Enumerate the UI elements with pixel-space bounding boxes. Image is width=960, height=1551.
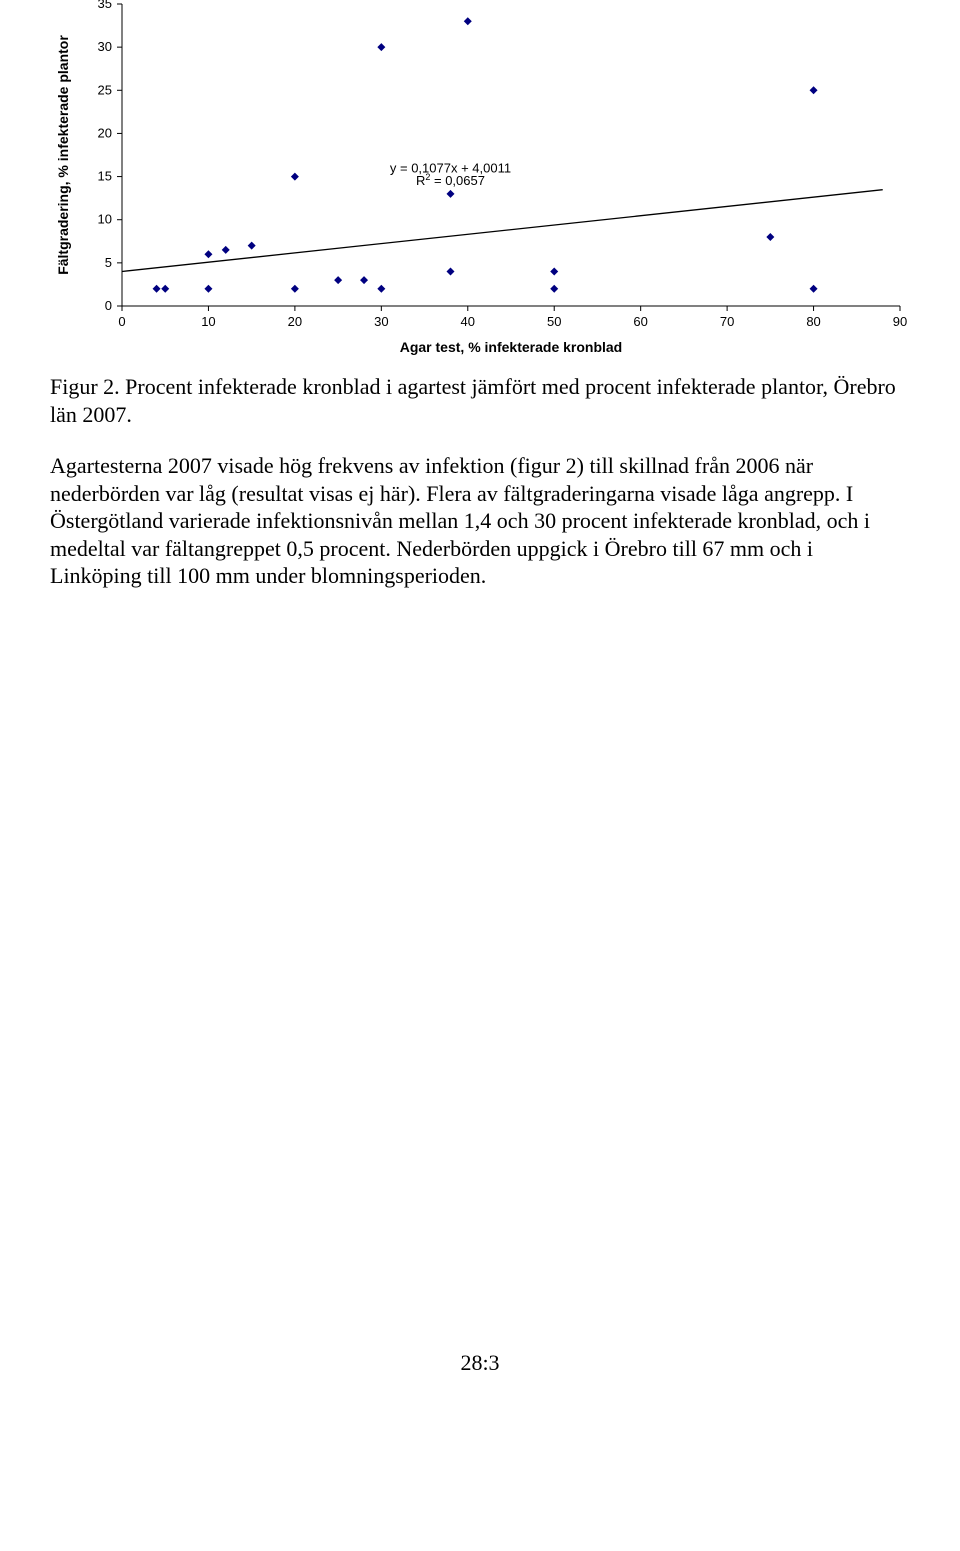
svg-text:Agar test, % infekterade kronb: Agar test, % infekterade kronblad (400, 339, 623, 355)
svg-text:50: 50 (547, 314, 561, 329)
svg-text:5: 5 (105, 255, 112, 270)
svg-text:30: 30 (98, 39, 112, 54)
svg-text:15: 15 (98, 169, 112, 184)
svg-text:35: 35 (98, 0, 112, 11)
svg-text:Fältgradering, % infekterade p: Fältgradering, % infekterade plantor (55, 35, 71, 275)
body-paragraph: Agartesterna 2007 visade hög frekvens av… (50, 452, 910, 590)
svg-text:20: 20 (98, 125, 112, 140)
svg-text:90: 90 (893, 314, 907, 329)
svg-text:10: 10 (98, 212, 112, 227)
svg-text:40: 40 (461, 314, 475, 329)
figure-caption: Figur 2. Procent infekterade kronblad i … (50, 373, 910, 428)
svg-text:0: 0 (118, 314, 125, 329)
svg-text:20: 20 (288, 314, 302, 329)
svg-text:30: 30 (374, 314, 388, 329)
svg-text:60: 60 (633, 314, 647, 329)
page-number: 28:3 (50, 1350, 910, 1376)
scatter-chart: 0 10 20 30 40 50 60 70 80 90 0 5 10 15 20 25 30 35 Agar te… (50, 0, 910, 365)
chart-svg: 0 10 20 30 40 50 60 70 80 90 0 5 10 15 20 25 30 35 Agar te… (50, 0, 910, 360)
svg-text:25: 25 (98, 82, 112, 97)
svg-text:70: 70 (720, 314, 734, 329)
svg-text:R2 = 0,0657: R2 = 0,0657 (416, 172, 485, 188)
svg-text:10: 10 (201, 314, 215, 329)
svg-text:0: 0 (105, 298, 112, 313)
svg-text:80: 80 (806, 314, 820, 329)
